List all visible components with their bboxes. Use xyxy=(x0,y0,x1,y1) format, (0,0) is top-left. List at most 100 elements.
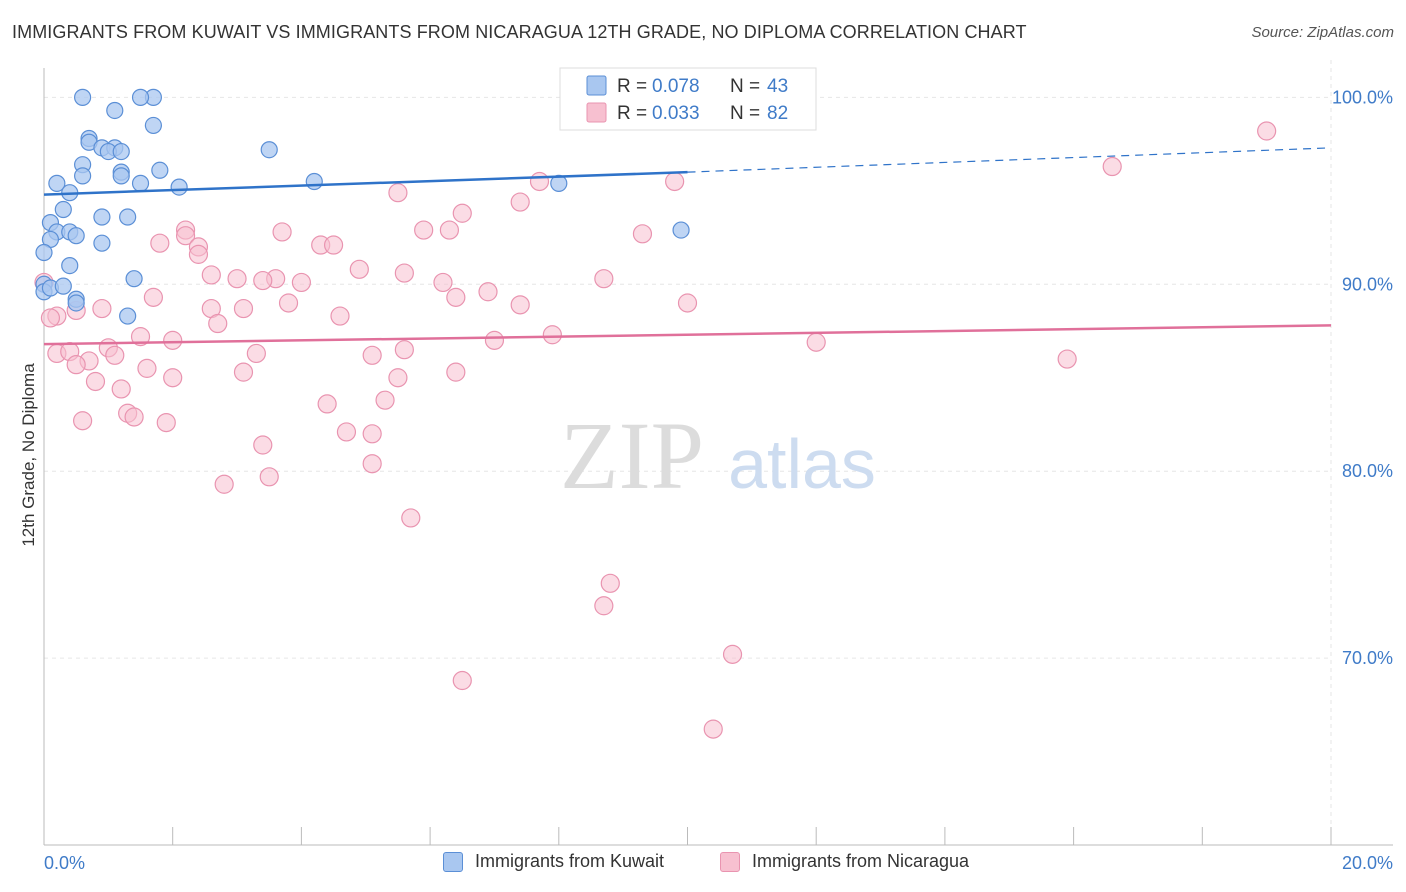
nicaragua-point-34 xyxy=(92,298,112,319)
nicaragua-point-74 xyxy=(401,508,421,528)
nicaragua-point-75 xyxy=(600,573,620,593)
kuwait-point-2 xyxy=(131,88,150,106)
kuwait-point-21 xyxy=(550,174,568,192)
stats-n-label-kuwait: N = xyxy=(730,76,760,97)
nicaragua-point-38 xyxy=(330,306,350,326)
nicaragua-point-62 xyxy=(317,394,337,414)
kuwait-trend-line xyxy=(43,170,688,196)
nicaragua-point-9 xyxy=(414,220,434,240)
nicaragua-point-51 xyxy=(394,340,414,360)
nicaragua-point-50 xyxy=(362,345,382,365)
stats-swatch-nicaragua xyxy=(586,102,607,123)
y-tick-labels: 70.0% 80.0% 90.0% 100.0% xyxy=(1332,87,1393,668)
nicaragua-point-41 xyxy=(130,327,151,347)
trend-lines xyxy=(43,147,1332,346)
nicaragua-point-79 xyxy=(703,719,723,739)
axes xyxy=(43,68,1393,846)
kuwait-point-38 xyxy=(67,294,85,312)
y-tick-label-100: 100.0% xyxy=(1332,87,1393,107)
nicaragua-points xyxy=(34,121,1277,739)
kuwait-point-14 xyxy=(151,161,169,179)
kuwait-point-18 xyxy=(131,174,150,192)
kuwait-point-4 xyxy=(144,116,162,135)
nicaragua-point-57 xyxy=(163,368,183,388)
kuwait-point-25 xyxy=(119,208,137,226)
kuwait-point-17 xyxy=(48,174,66,192)
nicaragua-point-23 xyxy=(594,269,614,289)
kuwait-point-19 xyxy=(170,178,188,196)
nicaragua-point-48 xyxy=(246,343,266,364)
nicaragua-point-44 xyxy=(806,332,826,352)
nicaragua-point-55 xyxy=(233,362,254,382)
kuwait-point-39 xyxy=(119,307,137,325)
nicaragua-point-18 xyxy=(349,259,369,279)
kuwait-point-33 xyxy=(35,243,53,262)
nicaragua-point-0 xyxy=(1257,121,1277,141)
nicaragua-point-71 xyxy=(362,454,382,474)
kuwait-point-16 xyxy=(112,167,130,185)
kuwait-point-35 xyxy=(125,270,143,288)
nicaragua-point-8 xyxy=(272,222,292,242)
y-axis-label: 12th Grade, No Diploma xyxy=(19,363,38,547)
nicaragua-point-17 xyxy=(188,244,209,264)
kuwait-point-0 xyxy=(74,88,92,106)
kuwait-point-32 xyxy=(672,221,690,239)
nicaragua-point-12 xyxy=(175,226,196,246)
watermark-zip: ZIP xyxy=(560,402,704,509)
nicaragua-point-4 xyxy=(388,183,408,203)
nicaragua-point-56 xyxy=(446,362,466,382)
stats-n-value-kuwait: 43 xyxy=(767,76,788,97)
nicaragua-point-26 xyxy=(433,272,453,293)
nicaragua-point-53 xyxy=(66,355,86,375)
nicaragua-point-54 xyxy=(137,358,157,378)
watermark: ZIP atlas xyxy=(560,402,876,509)
nicaragua-point-13 xyxy=(150,233,170,253)
nicaragua-point-20 xyxy=(201,265,221,285)
stats-box: R = 0.078 N = 43 R = 0.033 N = 82 xyxy=(559,67,817,131)
nicaragua-point-2 xyxy=(529,171,550,192)
nicaragua-point-65 xyxy=(73,411,93,431)
nicaragua-point-42 xyxy=(163,330,183,350)
legend-item-kuwait[interactable]: Immigrants from Kuwait xyxy=(443,851,664,872)
nicaragua-point-70 xyxy=(253,435,273,455)
nicaragua-point-21 xyxy=(227,269,247,289)
watermark-atlas: atlas xyxy=(728,425,876,503)
stats-r-label-kuwait: R = xyxy=(617,76,647,97)
legend-item-nicaragua[interactable]: Immigrants from Nicaragua xyxy=(720,851,969,872)
kuwait-point-10 xyxy=(112,142,130,161)
legend-swatch-nicaragua xyxy=(720,851,740,872)
stats-swatch-kuwait xyxy=(586,75,607,96)
nicaragua-point-6 xyxy=(452,203,472,223)
x-tick-labels: 0.0% 20.0% xyxy=(44,853,1393,873)
kuwait-point-20 xyxy=(305,172,323,191)
nicaragua-point-40 xyxy=(542,325,562,345)
nicaragua-point-72 xyxy=(259,467,279,487)
stats-r-value-kuwait: 0.078 xyxy=(652,76,700,97)
nicaragua-point-49 xyxy=(105,345,125,365)
legend: Immigrants from Kuwait Immigrants from N… xyxy=(0,851,1406,879)
nicaragua-point-27 xyxy=(478,282,498,302)
nicaragua-point-36 xyxy=(233,298,254,319)
nicaragua-point-67 xyxy=(336,422,357,442)
nicaragua-point-77 xyxy=(722,644,743,664)
stats-n-label-nicaragua: N = xyxy=(730,103,760,124)
nicaragua-trend-line xyxy=(43,324,1332,346)
legend-label-nicaragua: Immigrants from Nicaragua xyxy=(752,851,970,871)
nicaragua-point-11 xyxy=(632,224,653,244)
nicaragua-point-78 xyxy=(452,670,472,691)
nicaragua-point-30 xyxy=(278,293,299,313)
kuwait-point-23 xyxy=(54,200,72,219)
nicaragua-point-25 xyxy=(291,272,311,293)
kuwait-points xyxy=(35,88,690,325)
legend-swatch-kuwait xyxy=(443,851,463,872)
nicaragua-point-68 xyxy=(362,424,382,444)
kuwait-point-11 xyxy=(260,141,278,159)
nicaragua-point-3 xyxy=(665,171,685,192)
kuwait-trend-extension xyxy=(687,147,1332,173)
kuwait-point-29 xyxy=(67,227,85,245)
legend-label-kuwait: Immigrants from Kuwait xyxy=(475,851,665,871)
nicaragua-point-60 xyxy=(111,379,131,399)
y-tick-label-80: 80.0% xyxy=(1342,461,1393,481)
kuwait-point-3 xyxy=(106,101,124,120)
